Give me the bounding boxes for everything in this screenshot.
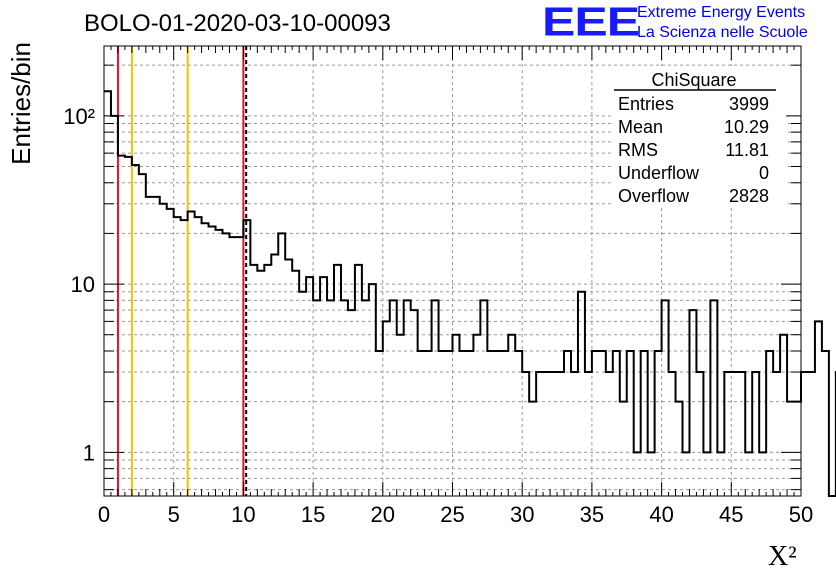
logo-line-2: La Scienza nelle Scuole — [637, 24, 808, 41]
stats-label: Underflow — [618, 163, 700, 183]
x-tick-label: 30 — [510, 502, 534, 527]
stats-label: Mean — [618, 117, 663, 137]
x-axis-label: X² — [768, 541, 797, 572]
y-tick-label: 10 — [71, 272, 95, 297]
logo-line-1: Extreme Energy Events — [637, 4, 806, 21]
stats-value: 11.81 — [725, 140, 769, 160]
histogram-series — [104, 90, 836, 497]
stats-value: 3999 — [729, 94, 769, 114]
x-tick-label: 45 — [719, 502, 743, 527]
y-tick-label: 1 — [83, 440, 95, 465]
stats-value: 2828 — [729, 186, 769, 206]
chart-title: BOLO-01-2020-03-10-00093 — [84, 10, 391, 37]
stats-value: 10.29 — [724, 117, 769, 137]
y-axis-label: Entries/bin — [6, 42, 36, 165]
x-tick-label: 0 — [98, 502, 110, 527]
y-tick-label: 10² — [63, 104, 95, 129]
stats-value: 0 — [759, 163, 769, 183]
eee-logo: EEE — [542, 0, 640, 45]
stats-title: ChiSquare — [651, 70, 736, 90]
x-tick-label: 20 — [371, 502, 395, 527]
x-tick-label: 35 — [580, 502, 604, 527]
x-tick-label: 15 — [301, 502, 325, 527]
x-tick-label: 40 — [649, 502, 673, 527]
x-tick-label: 10 — [231, 502, 255, 527]
stats-label: Overflow — [618, 186, 690, 206]
x-tick-label: 25 — [440, 502, 464, 527]
x-tick-label: 50 — [789, 502, 813, 527]
x-tick-label: 5 — [168, 502, 180, 527]
stats-label: Entries — [618, 94, 674, 114]
stats-label: RMS — [618, 140, 658, 160]
